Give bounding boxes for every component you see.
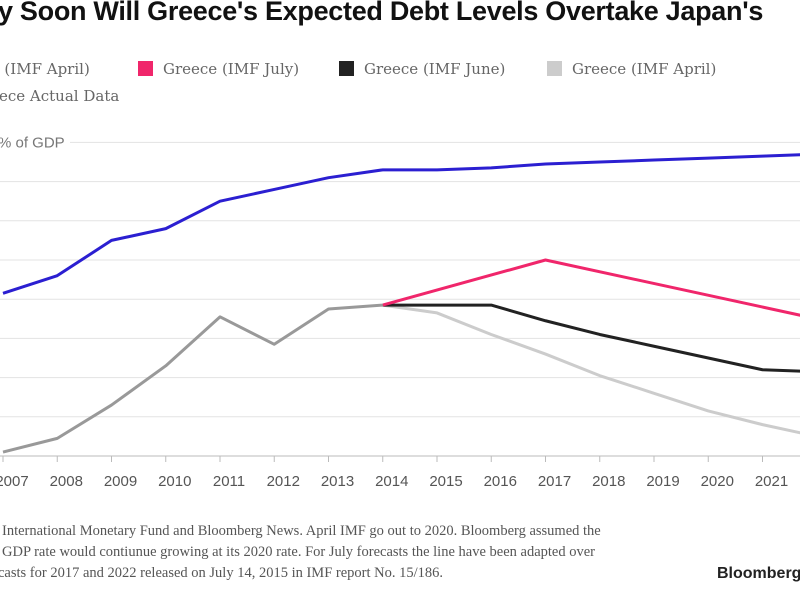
x-tick-label: 2011 [213, 473, 245, 490]
chart-title: y Soon Will Greece's Expected Debt Level… [0, 0, 764, 26]
series-line [382, 303, 800, 373]
legend-greece-june: Greece (IMF June) [339, 60, 505, 78]
x-tick-label: 2013 [321, 473, 354, 490]
line-chart: % of GDP 2007 2008 2009 2010 2011 2012 2013 2014… [0, 134, 800, 490]
y-axis-label: % of GDP [0, 134, 65, 151]
x-tick-label: 2021 [755, 473, 788, 490]
x-tick-label: 2012 [267, 473, 300, 490]
x-tick-label: 2015 [429, 473, 462, 490]
series-line [2, 153, 800, 295]
legend-greece-april: Greece (IMF April) [547, 60, 716, 78]
bloomberg-logo: Bloomberg [717, 565, 800, 582]
x-tick-label: 2018 [592, 473, 625, 490]
x-tick-label: 2007 [0, 473, 29, 490]
legend-label: Greece (IMF April) [572, 60, 717, 78]
legend-greece-actual: ece Actual Data [0, 87, 119, 105]
x-tick-label: 2014 [375, 473, 408, 490]
legend-label: Greece (IMF July) [163, 60, 300, 78]
x-tick-label: 2019 [646, 473, 679, 490]
series-line [2, 303, 383, 454]
legend-swatch [547, 61, 562, 76]
x-tick-label: 2016 [484, 473, 517, 490]
source-line: casts for 2017 and 2022 released on July… [0, 565, 444, 581]
legend-label: Greece (IMF June) [364, 60, 506, 78]
legend-greece-july: Greece (IMF July) [138, 60, 299, 78]
legend-swatch [339, 61, 354, 76]
x-tick-label: 2010 [158, 473, 191, 490]
legend-swatch [138, 61, 153, 76]
legend-label: ece Actual Data [0, 87, 120, 105]
x-tick-label: 2017 [538, 473, 571, 490]
source-line: International Monetary Fund and Bloomber… [2, 523, 601, 539]
source-note: International Monetary Fund and Bloomber… [0, 521, 601, 584]
x-tick-label: 2009 [104, 473, 137, 490]
x-tick-label: 2020 [701, 473, 734, 490]
series-line [382, 258, 800, 317]
source-line: GDP rate would contiunue growing at its … [2, 544, 595, 560]
legend-japan-april: n (IMF April) [0, 60, 90, 78]
series-line [382, 303, 800, 435]
x-tick-label: 2008 [50, 473, 83, 490]
legend-label: n (IMF April) [0, 60, 90, 78]
